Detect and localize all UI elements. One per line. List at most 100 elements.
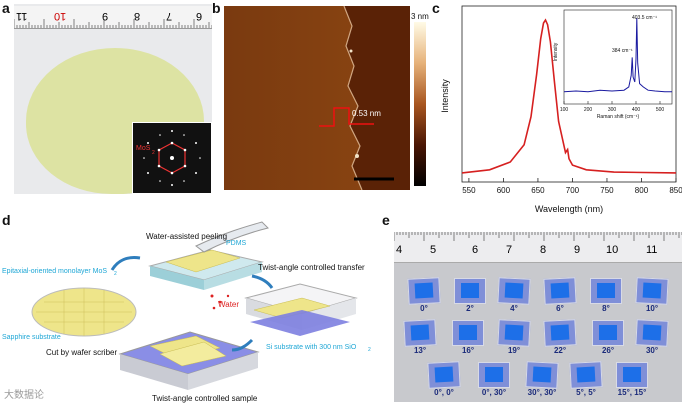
inset-mos2-sub: 2 <box>152 150 155 156</box>
angle-label: 13° <box>413 346 427 355</box>
panel-b-label: b <box>212 0 221 16</box>
sample-substrate <box>543 319 577 347</box>
x-tick-label: 650 <box>531 186 545 195</box>
mos2-flake <box>623 367 641 382</box>
mos2-flake <box>504 324 524 341</box>
raman-annotation-384: 384 cm⁻¹ <box>612 48 633 54</box>
sample-substrate <box>407 277 441 305</box>
pl-series-line <box>461 18 677 174</box>
ruler-e: 4 5 6 7 8 9 10 11 <box>394 232 682 263</box>
mos2-flake <box>597 283 615 298</box>
ruler-number: 6 <box>196 10 203 22</box>
afm-image: 0.53 nm <box>224 6 410 190</box>
label-pdms: PDMS <box>226 240 247 247</box>
sample-substrate <box>616 362 648 388</box>
x-tick-label: 600 <box>497 186 511 195</box>
mos2-flake <box>532 366 552 383</box>
sample-substrate <box>403 319 437 347</box>
sample-substrate <box>592 320 624 346</box>
afm-colorbar <box>414 22 426 186</box>
panel-e-photo: 4 5 6 7 8 9 10 11 0° 2° 4° 6° 8° 10° 13° 16° 19°… <box>394 232 682 402</box>
mos2-flake <box>599 325 617 340</box>
pl-chart: 550 600 650 700 750 800 850 Intensity Waveleng… <box>440 5 682 214</box>
angle-label: 8° <box>602 304 610 313</box>
label-si-substrate: Si substrate with 300 nm SiO <box>266 344 357 351</box>
angle-label: 16° <box>461 346 475 355</box>
label-si-sub: 2 <box>368 347 371 353</box>
angle-label: 0°, 30° <box>481 388 507 397</box>
label-epitaxial-sub: 2 <box>114 271 117 277</box>
ruler-e-number: 5 <box>430 244 437 256</box>
mos2-flake <box>461 283 479 298</box>
angle-label: 26° <box>601 346 615 355</box>
sample-substrate <box>590 278 622 304</box>
y-axis-label: Intensity <box>440 79 450 113</box>
ruler-e-number: 6 <box>472 244 479 256</box>
angle-label: 5°, 5° <box>576 388 596 397</box>
mos2-flake <box>504 282 524 299</box>
mos2-flake <box>576 366 596 383</box>
sample-substrate <box>478 362 510 388</box>
mos2-flake <box>485 367 503 382</box>
raman-series-line <box>563 17 672 93</box>
mos2-flake <box>434 366 454 383</box>
angle-label: 19° <box>507 346 521 355</box>
ruler-e-number: 7 <box>506 244 513 256</box>
mos2-flake <box>410 324 430 341</box>
ruler-number: 10 <box>54 10 67 22</box>
angle-label: 30° <box>645 346 659 355</box>
pdms-film <box>195 221 269 253</box>
sample-substrate <box>497 277 531 305</box>
mos2-flake <box>550 282 570 299</box>
angle-label: 10° <box>645 304 659 313</box>
ruler-e-number: 8 <box>540 244 547 256</box>
panel-a-label: a <box>2 0 10 16</box>
inset-x-label: Raman shift (cm⁻¹) <box>597 114 640 120</box>
mos2-flake <box>642 282 662 299</box>
sample-substrate <box>454 278 486 304</box>
sample-substrate <box>543 277 577 305</box>
inset-x-tick-label: 100 <box>560 107 569 113</box>
x-tick-label: 550 <box>462 186 476 195</box>
label-epitaxial: Epitaxial-oriented monolayer MoS <box>2 268 108 275</box>
ruler-e-number: 10 <box>606 244 619 256</box>
sample-substrate <box>525 361 559 389</box>
ruler-number: 11 <box>16 10 28 22</box>
diffraction-inset: MoS 2 <box>132 122 212 194</box>
x-tick-label: 700 <box>566 186 580 195</box>
angle-label: 6° <box>556 304 564 313</box>
mos2-flake <box>414 282 434 299</box>
panel-c-label: c <box>432 0 440 16</box>
ruler-e-number: 9 <box>574 244 581 256</box>
process-schematic <box>31 221 358 390</box>
label-twist-sample: Twist-angle controlled sample <box>152 394 258 403</box>
inset-y-label: Intensity <box>553 42 559 61</box>
arrow-3 <box>231 338 254 352</box>
label-sapphire: Sapphire substrate <box>2 334 61 341</box>
label-water-peeling: Water-assisted peeling <box>146 232 228 241</box>
panel-d-label: d <box>2 212 11 228</box>
arrow-1 <box>110 256 141 271</box>
ruler-number: 8 <box>134 10 141 22</box>
mos2-flake <box>642 324 662 341</box>
label-twist-transfer: Twist-angle controlled transfer <box>258 263 365 272</box>
ruler-e-number: 4 <box>396 244 403 256</box>
angle-label: 4° <box>510 304 518 313</box>
label-cut: Cut by wafer scriber <box>46 348 118 357</box>
inset-x-tick-label: 300 <box>608 107 617 113</box>
step-height-label: 0.53 nm <box>352 109 381 118</box>
panel-a-photo: 11 10 9 8 7 6 MoS 2 <box>14 4 212 194</box>
inset-x-tick-label: 500 <box>656 107 665 113</box>
plot-frame <box>461 5 677 183</box>
x-axis-label: Wavelength (nm) <box>535 204 603 214</box>
raman-annotation-403: 403.5 cm⁻¹ <box>632 15 657 21</box>
inset-x-tick-label: 400 <box>632 107 641 113</box>
angle-label: 0°, 0° <box>434 388 454 397</box>
raman-inset-frame <box>563 9 673 105</box>
sample-substrate <box>635 277 669 305</box>
sample-substrate <box>497 319 531 347</box>
ruler-number: 9 <box>102 10 109 22</box>
x-tick-label: 850 <box>669 186 682 195</box>
x-tick-label: 750 <box>600 186 614 195</box>
arrow-2 <box>251 274 274 289</box>
